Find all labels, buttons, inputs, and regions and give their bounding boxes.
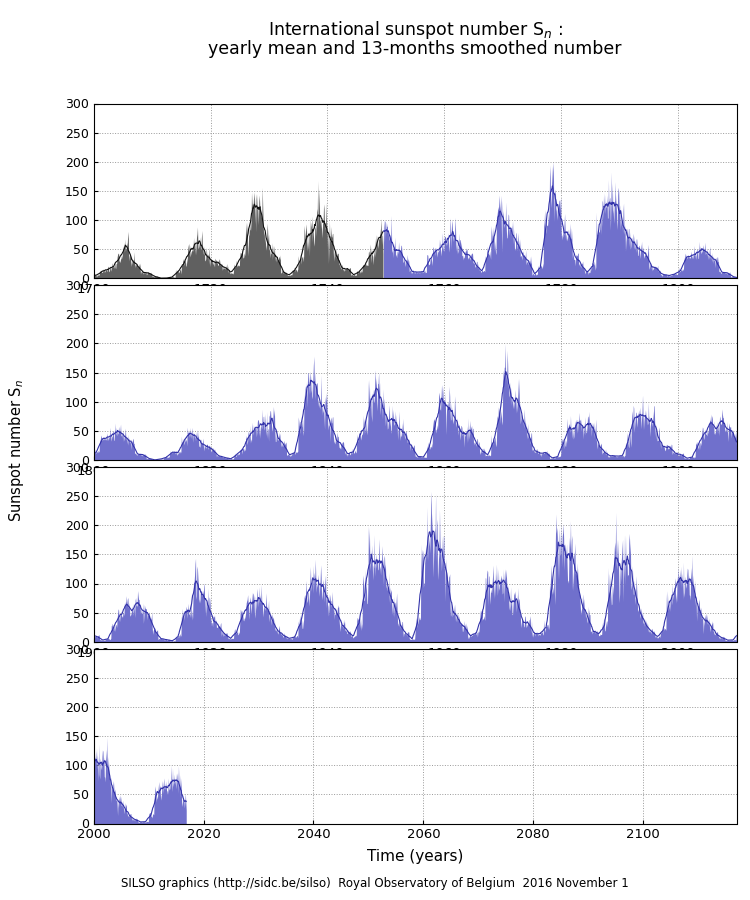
Text: International sunspot number S$_n$ :: International sunspot number S$_n$ : <box>268 19 562 40</box>
Text: yearly mean and 13-months smoothed number: yearly mean and 13-months smoothed numbe… <box>209 40 622 58</box>
Text: Time (years): Time (years) <box>367 850 464 864</box>
Text: SILSO graphics (http://sidc.be/silso)  Royal Observatory of Belgium  2016 Novemb: SILSO graphics (http://sidc.be/silso) Ro… <box>122 878 628 890</box>
Text: Sunspot number S$_n$: Sunspot number S$_n$ <box>7 379 26 521</box>
